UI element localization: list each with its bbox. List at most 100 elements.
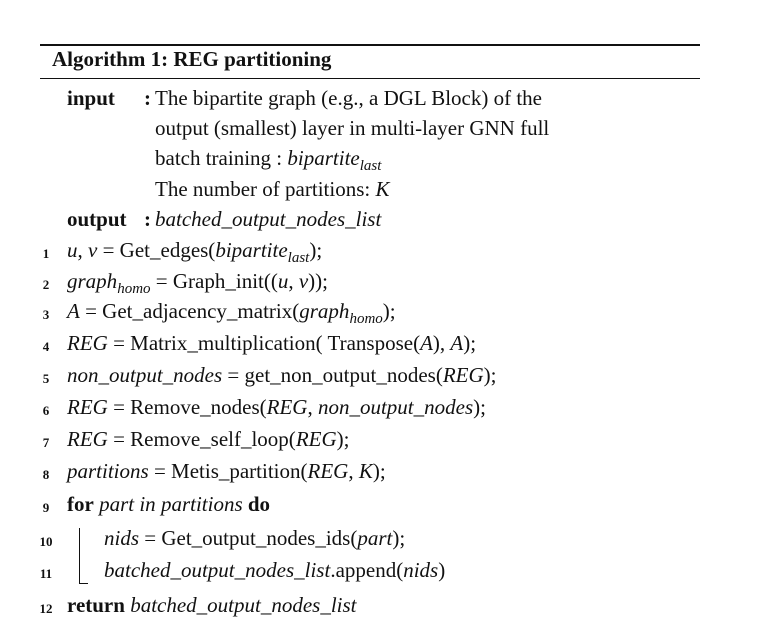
- line-1-end: );: [309, 238, 323, 262]
- line-11-call: .append(: [330, 558, 404, 582]
- partitions-var: partitions: [67, 459, 149, 483]
- line-4: REG = Matrix_multiplication( Transpose(A…: [67, 333, 476, 354]
- algorithm-header-rule: [40, 78, 700, 79]
- line-7-call: = Remove_self_loop(: [107, 427, 296, 451]
- nids-var: nids: [104, 526, 140, 550]
- line-7-end: );: [336, 427, 350, 451]
- graph-var: graph: [299, 299, 350, 323]
- k-var: K: [375, 177, 390, 201]
- non-output-nodes-var: non_output_nodes: [67, 363, 223, 387]
- homo-subscript: homo: [117, 281, 151, 297]
- a-var: A: [450, 331, 464, 355]
- for-keyword: for: [67, 492, 94, 516]
- input-line-4: The number of partitions: K: [155, 179, 389, 200]
- line-5-call: = get_non_output_nodes(: [222, 363, 443, 387]
- line-2: graphhomo = Graph_init((u, v));: [67, 269, 328, 297]
- algorithm-title: Algorithm 1: REG partitioning: [52, 47, 332, 71]
- line-8-sep: ,: [348, 459, 359, 483]
- reg-var: REG: [67, 395, 108, 419]
- line-number-8: 8: [42, 467, 50, 482]
- line-number-1: 1: [42, 246, 50, 261]
- line-9: for part in partitions do: [67, 494, 270, 515]
- line-1-sep: ,: [77, 238, 88, 262]
- v-var: v: [298, 269, 309, 293]
- line-5-end: );: [483, 363, 497, 387]
- line-8-end: );: [372, 459, 386, 483]
- batched-output-nodes-list-var: batched_output_nodes_list: [130, 593, 357, 617]
- line-3-end: );: [382, 299, 396, 323]
- line-6-end: );: [473, 395, 486, 419]
- input-line-2: output (smallest) layer in multi-layer G…: [155, 116, 550, 140]
- line-8: partitions = Metis_partition(REG, K);: [67, 461, 386, 482]
- line-2-call: = Graph_init((: [150, 269, 278, 293]
- input-colon: :: [144, 86, 151, 110]
- line-11: batched_output_nodes_list.append(nids): [104, 560, 445, 581]
- line-6: REG = Remove_nodes(REG, non_output_nodes…: [67, 397, 486, 418]
- partitions-var: partitions: [160, 492, 243, 516]
- return-keyword: return: [67, 593, 125, 617]
- line-10-call: = Get_output_nodes_ids(: [139, 526, 358, 550]
- algorithm-top-rule: [40, 44, 700, 46]
- line-number-4: 4: [42, 339, 50, 354]
- reg-var: REG: [67, 331, 108, 355]
- do-keyword: do: [247, 492, 271, 516]
- reg-var: REG: [67, 427, 108, 451]
- line-number-11: 11: [39, 566, 53, 581]
- line-number-3: 3: [42, 307, 50, 322]
- nids-var: nids: [403, 558, 439, 582]
- u-var: u: [67, 238, 78, 262]
- a-var: A: [420, 331, 433, 355]
- part-var: part: [357, 526, 393, 550]
- line-6-call: = Remove_nodes(: [107, 395, 267, 419]
- part-var: part: [99, 492, 135, 516]
- a-var: A: [67, 299, 80, 323]
- reg-var: REG: [266, 395, 308, 419]
- line-2-sep: ,: [288, 269, 299, 293]
- last-subscript: last: [359, 158, 382, 174]
- line-4-end: );: [463, 331, 477, 355]
- line-1-call: = Get_edges(: [97, 238, 216, 262]
- homo-subscript: homo: [349, 311, 383, 327]
- line-7: REG = Remove_self_loop(REG);: [67, 429, 349, 450]
- input-line-3: batch training : bipartitelast: [155, 146, 381, 174]
- line-8-call: = Metis_partition(: [148, 459, 308, 483]
- line-number-7: 7: [42, 435, 50, 450]
- line-3: A = Get_adjacency_matrix(graphhomo);: [67, 299, 396, 327]
- line-3-call: = Get_adjacency_matrix(: [79, 299, 300, 323]
- graph-var: graph: [67, 269, 118, 293]
- u-var: u: [277, 269, 289, 293]
- line-10: nids = Get_output_nodes_ids(part);: [104, 528, 405, 549]
- line-number-5: 5: [42, 371, 50, 386]
- line-number-12: 12: [39, 601, 53, 616]
- line-number-10: 10: [39, 534, 53, 549]
- input-line-4-text: The number of partitions:: [155, 177, 376, 201]
- in-keyword: in: [139, 492, 156, 516]
- input-line-1: The bipartite graph (e.g., a DGL Block) …: [155, 86, 543, 110]
- bipartite-var: bipartite: [215, 238, 288, 262]
- line-number-6: 6: [42, 403, 50, 418]
- bipartite-var: bipartite: [287, 146, 360, 170]
- line-11-end: ): [438, 558, 446, 582]
- loop-scope-line: [79, 528, 80, 583]
- reg-var: REG: [295, 427, 337, 451]
- k-var: K: [358, 459, 373, 483]
- reg-var: REG: [442, 363, 484, 387]
- non-output-nodes-var: non_output_nodes: [317, 395, 474, 419]
- line-1: u, v = Get_edges(bipartitelast);: [67, 238, 323, 266]
- output-colon: :: [144, 207, 151, 231]
- last-subscript: last: [287, 250, 310, 266]
- line-number-2: 2: [42, 277, 50, 292]
- line-5: non_output_nodes = get_non_output_nodes(…: [67, 365, 496, 386]
- line-10-end: );: [392, 526, 406, 550]
- loop-scope-end: [79, 583, 88, 584]
- v-var: v: [88, 238, 98, 262]
- line-6-sep: ,: [307, 395, 318, 419]
- line-4-call: = Matrix_multiplication( Transpose(: [107, 331, 421, 355]
- output-value: batched_output_nodes_list: [155, 207, 382, 231]
- output-keyword: output: [67, 207, 127, 231]
- line-12: return batched_output_nodes_list: [67, 595, 357, 616]
- reg-var: REG: [307, 459, 349, 483]
- line-2-end: ));: [308, 269, 328, 293]
- input-keyword: input: [67, 86, 115, 110]
- input-line-3-text: batch training :: [155, 146, 288, 170]
